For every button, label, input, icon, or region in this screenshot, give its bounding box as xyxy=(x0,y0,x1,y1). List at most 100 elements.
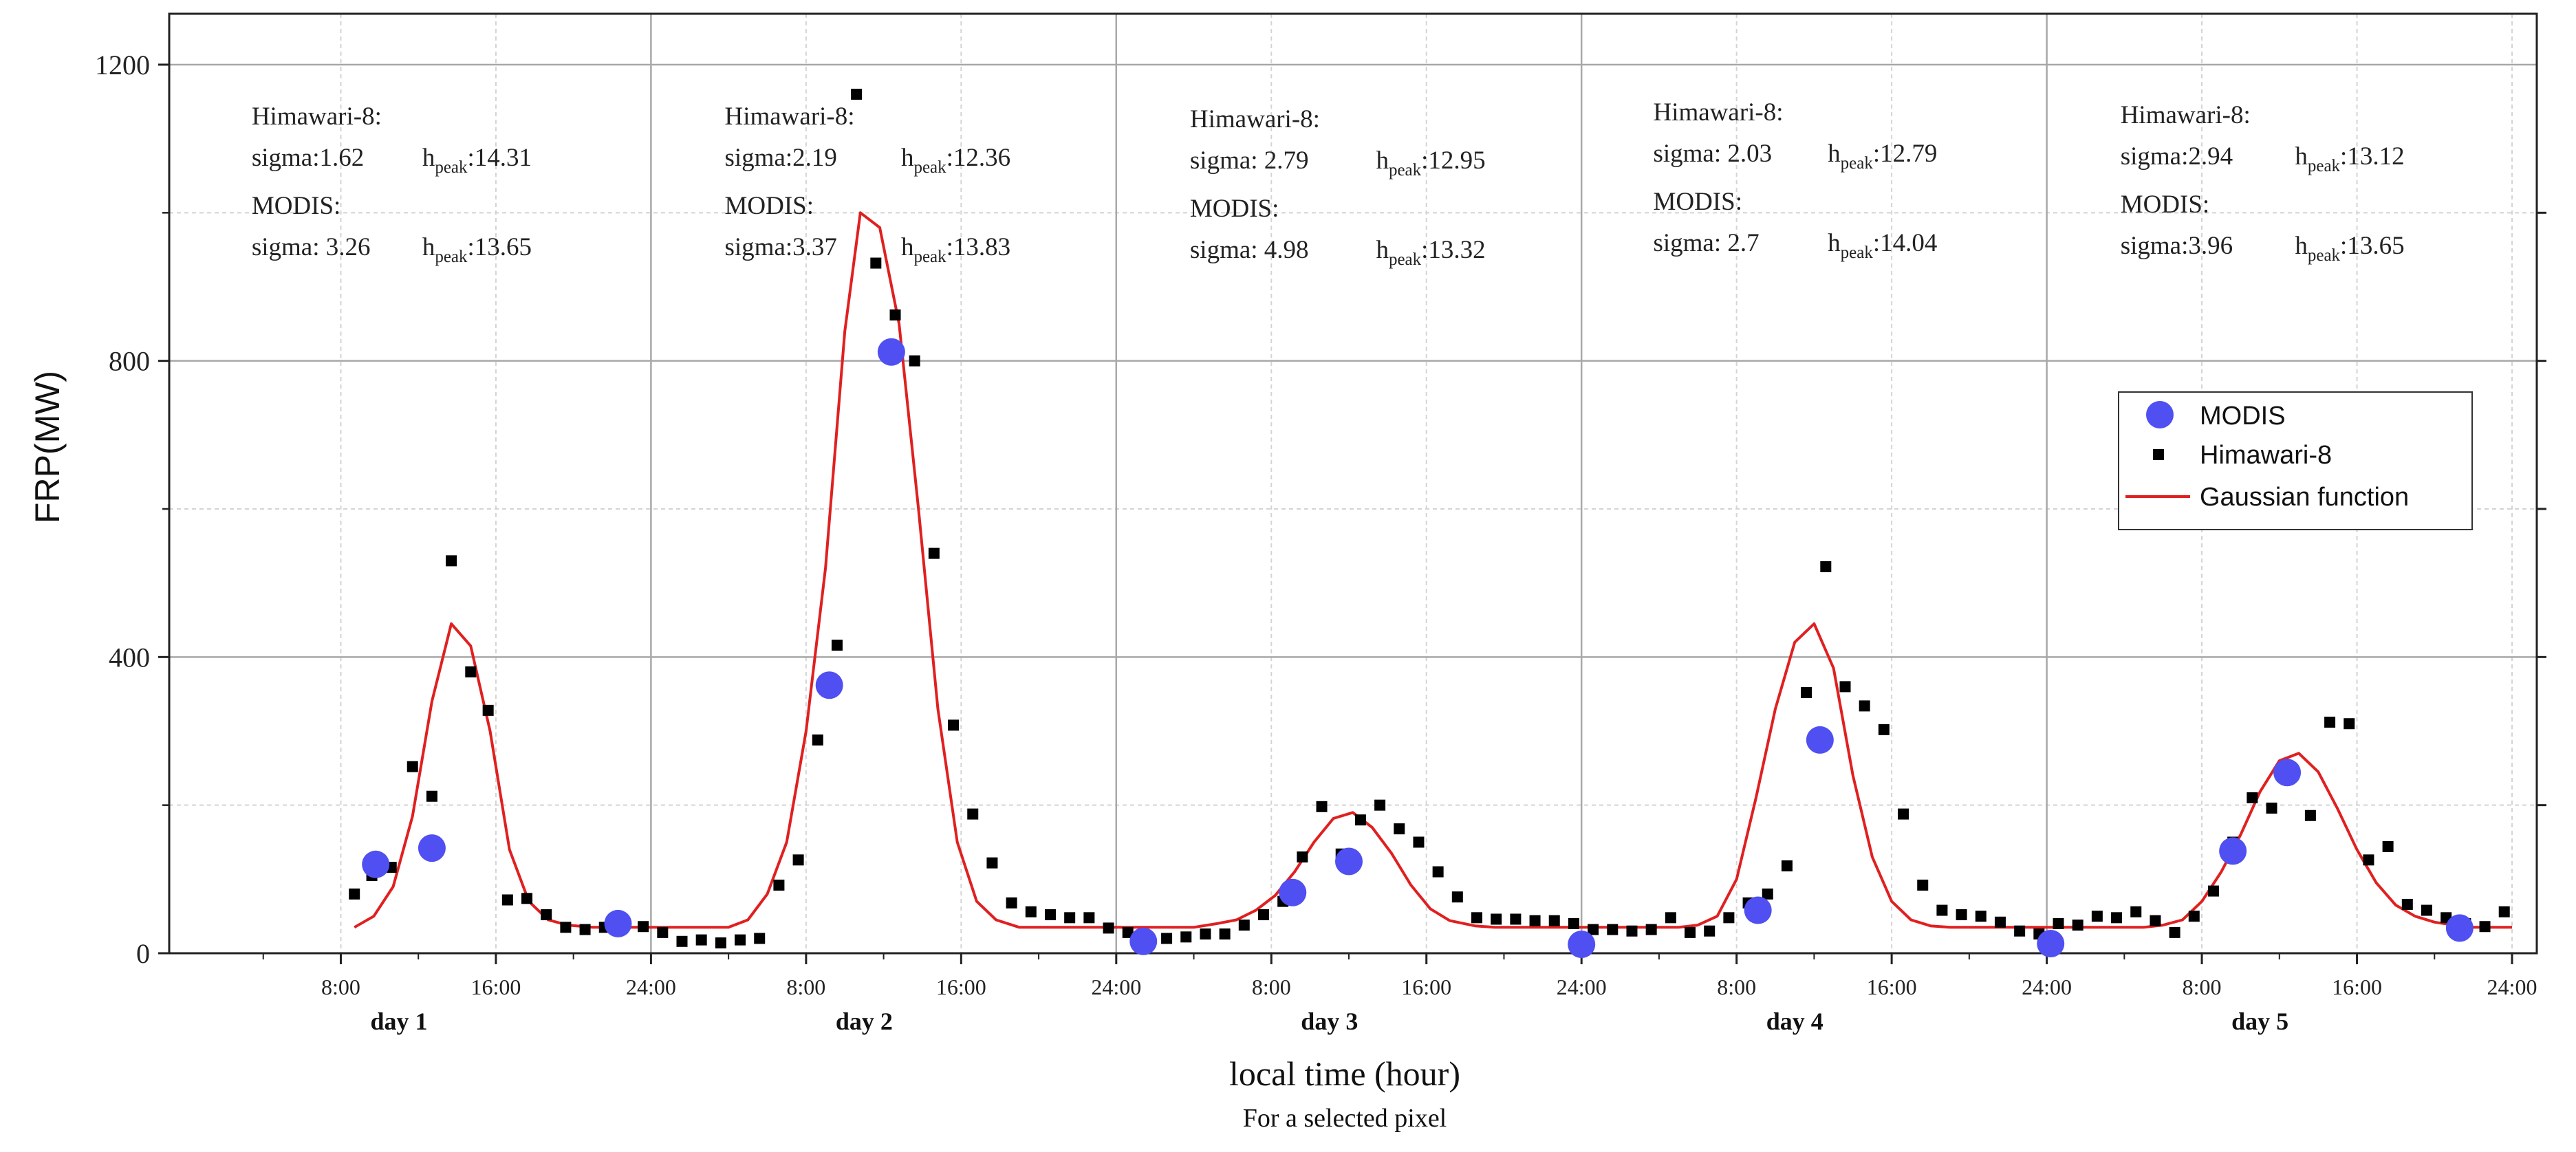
himawari-point-24 xyxy=(812,734,823,746)
y-tick-label-3: 1200 xyxy=(95,50,150,80)
himawari-point-85 xyxy=(1994,916,2006,928)
himawari-point-93 xyxy=(2150,915,2161,926)
modis-point-7 xyxy=(1335,847,1363,876)
himawari-point-43 xyxy=(1180,931,1192,943)
himawari-point-65 xyxy=(1607,924,1619,935)
annotation-day-1: Himawari-8: sigma:1.62 hpeak:14.31 MODIS: si… xyxy=(252,102,532,266)
annotation-modis-sigma: sigma: 2.7 xyxy=(1653,229,1759,257)
modis-point-0 xyxy=(362,850,390,878)
himawari-point-75 xyxy=(1801,687,1812,699)
modis-point-5 xyxy=(1129,927,1158,955)
himawari-point-76 xyxy=(1820,561,1832,572)
annotation-himawari-hpeak: hpeak:12.36 xyxy=(901,144,1010,177)
himawari-point-54 xyxy=(1394,823,1405,835)
himawari-point-96 xyxy=(2207,885,2219,897)
himawari-point-99 xyxy=(2266,802,2277,814)
annotation-day-4: Himawari-8: sigma: 2.03 hpeak:12.79 MODIS: s… xyxy=(1653,98,1937,262)
himawari-point-88 xyxy=(2053,917,2064,929)
legend: MODIS Himawari-8 Gaussian function xyxy=(2118,391,2473,530)
annotation-himawari-hpeak: hpeak:14.31 xyxy=(422,144,532,177)
annotation-day-5: Himawari-8: sigma:2.94 hpeak:13.12 MODIS: si… xyxy=(2121,101,2405,265)
plot-frame-border xyxy=(168,12,2538,955)
modis-point-11 xyxy=(2037,930,2065,958)
himawari-point-19 xyxy=(715,937,726,948)
himawari-point-20 xyxy=(735,934,746,946)
himawari-point-62 xyxy=(1548,915,1560,926)
himawari-point-91 xyxy=(2111,912,2123,924)
himawari-point-47 xyxy=(1257,909,1269,921)
himawari-point-60 xyxy=(1510,913,1522,925)
himawari-point-81 xyxy=(1917,879,1929,891)
annotation-modis-heading: MODIS: xyxy=(1653,188,1742,216)
annotation-modis-hpeak: hpeak:13.65 xyxy=(2295,232,2404,265)
annotation-himawari-sigma: sigma: 2.79 xyxy=(1190,146,1309,175)
x-tick-label-10: 16:00 xyxy=(1867,975,1917,999)
modis-point-14 xyxy=(2445,914,2474,942)
himawari-point-83 xyxy=(1956,909,1967,921)
himawari-point-10 xyxy=(541,909,552,921)
y-tick-label-0: 0 xyxy=(136,938,150,969)
modis-point-1 xyxy=(418,834,446,862)
x-tick-label-8: 24:00 xyxy=(1557,975,1607,999)
himawari-point-26 xyxy=(851,89,863,100)
himawari-point-68 xyxy=(1665,912,1676,924)
himawari-point-45 xyxy=(1219,928,1231,940)
himawari-point-78 xyxy=(1859,700,1870,712)
himawari-point-59 xyxy=(1491,913,1502,925)
himawari-point-86 xyxy=(2014,925,2026,937)
x-tick-label-1: 16:00 xyxy=(470,975,521,999)
gaussian-function-line xyxy=(354,211,2512,929)
x-axis-label: local time (hour) xyxy=(1229,1054,1460,1093)
annotation-modis-sigma: sigma:3.37 xyxy=(724,233,836,261)
himawari-point-106 xyxy=(2401,898,2413,910)
annotation-himawari-sigma: sigma:1.62 xyxy=(252,144,364,172)
annotation-himawari-sigma: sigma:2.19 xyxy=(724,144,836,172)
himawari-point-44 xyxy=(1200,928,1211,940)
himawari-point-63 xyxy=(1568,917,1579,929)
himawari-point-3 xyxy=(407,761,418,772)
modis-point-9 xyxy=(1744,896,1772,924)
himawari-point-21 xyxy=(754,933,766,944)
himawari-point-74 xyxy=(1781,860,1793,871)
himawari-point-104 xyxy=(2363,854,2374,866)
himawari-point-27 xyxy=(870,257,882,269)
himawari-point-77 xyxy=(1839,681,1851,693)
x-tick-label-0: 8:00 xyxy=(321,975,360,999)
day-label-4: day 4 xyxy=(1766,1008,1823,1035)
annotation-modis-hpeak: hpeak:13.83 xyxy=(901,233,1010,266)
himawari-point-7 xyxy=(482,704,494,716)
himawari-point-29 xyxy=(909,355,920,367)
annotation-modis-hpeak: hpeak:13.65 xyxy=(422,233,532,266)
himawari-point-0 xyxy=(349,888,360,900)
himawari-point-58 xyxy=(1471,912,1483,924)
x-tick-label-3: 8:00 xyxy=(786,975,825,999)
himawari-point-107 xyxy=(2421,904,2432,916)
y-tick-label-1: 400 xyxy=(109,642,150,673)
himawari-point-8 xyxy=(501,894,513,906)
x-tick-label-11: 24:00 xyxy=(2022,975,2072,999)
annotation-modis-sigma: sigma:3.96 xyxy=(2121,232,2233,260)
modis-point-6 xyxy=(1279,878,1307,906)
x-tick-label-9: 8:00 xyxy=(1717,975,1756,999)
modis-point-4 xyxy=(877,338,905,366)
himawari-point-94 xyxy=(2169,926,2180,938)
annotation-modis-hpeak: hpeak:14.04 xyxy=(1828,229,1937,262)
modis-point-8 xyxy=(1568,931,1596,959)
annotation-himawari-heading: Himawari-8: xyxy=(2121,101,2251,129)
himawari-point-6 xyxy=(465,666,477,677)
annotation-himawari-hpeak: hpeak:13.12 xyxy=(2295,142,2404,175)
legend-himawari-marker xyxy=(2153,449,2164,460)
annotation-himawari-hpeak: hpeak:12.95 xyxy=(1376,146,1485,180)
day-label-2: day 2 xyxy=(836,1008,893,1035)
legend-gaussian-label: Gaussian function xyxy=(2200,483,2409,512)
y-axis-label: FRP(MW) xyxy=(28,371,67,523)
annotation-himawari-sigma: sigma:2.94 xyxy=(2121,142,2233,171)
himawari-point-73 xyxy=(1762,888,1773,900)
himawari-point-57 xyxy=(1451,891,1463,903)
annotation-modis-sigma: sigma: 4.98 xyxy=(1190,236,1309,264)
himawari-point-61 xyxy=(1529,915,1541,926)
himawari-point-105 xyxy=(2382,840,2394,852)
himawari-point-38 xyxy=(1083,912,1095,924)
himawari-point-56 xyxy=(1432,866,1444,878)
